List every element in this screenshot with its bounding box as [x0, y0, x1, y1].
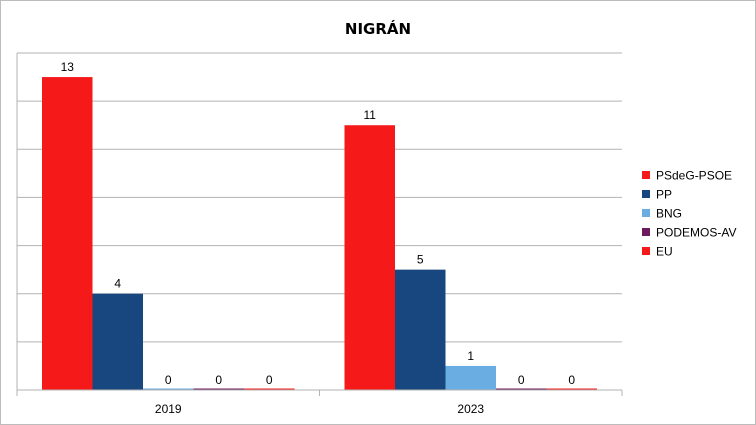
- data-labels: 13 4 0 0 0 11 5 1 0 0: [61, 60, 576, 387]
- bar-podemos-av-2019: [193, 388, 244, 390]
- data-label: 13: [61, 60, 75, 74]
- x-axis: 2019 2023: [16, 389, 623, 416]
- legend: PSdeG-PSOE PP BNG PODEMOS-AV EU: [642, 169, 736, 259]
- bar-psdeg-psoe-2023: [344, 125, 395, 390]
- bar-bng-2023: [445, 365, 496, 390]
- bar-podemos-av-2023: [496, 388, 547, 390]
- bar-pp-2023: [395, 269, 446, 390]
- data-label: 0: [266, 373, 273, 387]
- data-label: 11: [364, 108, 377, 122]
- data-label: 5: [417, 253, 424, 267]
- legend-label: PODEMOS-AV: [656, 226, 736, 240]
- bars: [42, 77, 597, 391]
- data-label: 4: [114, 277, 121, 291]
- legend-swatch: [642, 228, 650, 236]
- data-label: 0: [518, 373, 525, 387]
- x-tick-label: 2023: [457, 402, 484, 416]
- legend-swatch: [642, 209, 650, 217]
- bar-eu-2023: [546, 388, 597, 390]
- legend-swatch: [642, 247, 650, 255]
- data-label: 0: [215, 373, 222, 387]
- x-tick-label: 2019: [155, 402, 182, 416]
- bar-pp-2019: [92, 293, 143, 390]
- legend-label: EU: [656, 245, 673, 259]
- bar-psdeg-psoe-2019: [42, 77, 93, 391]
- data-label: 0: [568, 373, 575, 387]
- legend-label: PP: [656, 188, 672, 202]
- chart-title: NIGRÁN: [345, 19, 411, 38]
- bar-bng-2019: [143, 388, 194, 390]
- data-label: 1: [467, 349, 474, 363]
- legend-swatch: [642, 171, 650, 179]
- legend-swatch: [642, 190, 650, 198]
- legend-label: PSdeG-PSOE: [656, 169, 732, 183]
- data-label: 0: [165, 373, 172, 387]
- legend-label: BNG: [656, 207, 682, 221]
- bar-eu-2019: [244, 388, 295, 390]
